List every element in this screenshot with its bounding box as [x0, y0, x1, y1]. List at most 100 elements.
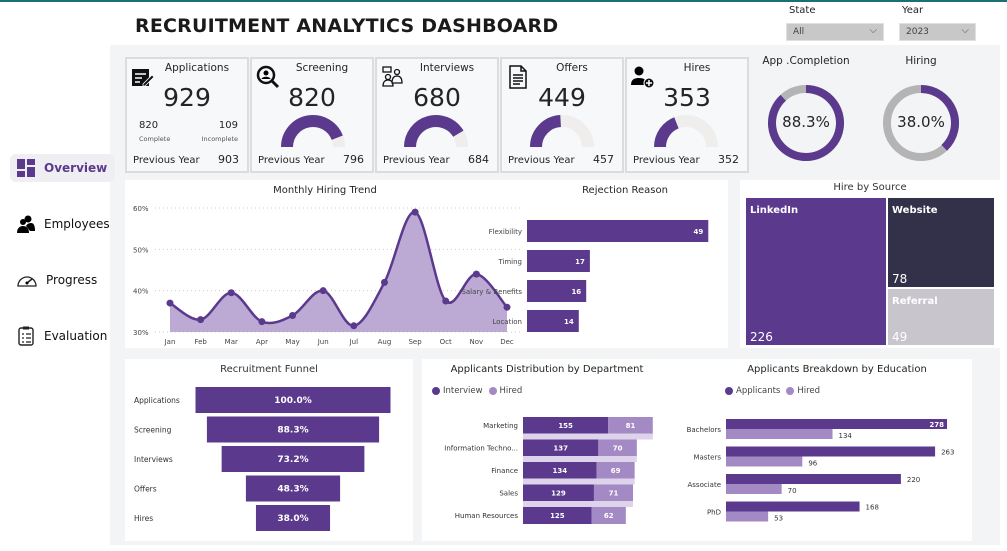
sidebar-item-label: Progress — [46, 273, 98, 287]
x-tick-label: Sep — [408, 338, 422, 346]
state-filter-select[interactable]: All ⌵ — [786, 23, 884, 41]
sidebar-item-overview[interactable]: Overview — [10, 154, 115, 182]
funnel-bar — [245, 475, 341, 502]
stage-label: Hires — [134, 514, 153, 523]
data-point-jul — [350, 322, 358, 330]
previous-year-label: Previous Year — [258, 155, 325, 166]
chart-title: Hire by Source — [833, 182, 907, 193]
x-tick-label: Jan — [164, 338, 176, 346]
rejection-bar — [527, 220, 709, 242]
kpi-card-screening: Screening 820 Previous Year 796 — [250, 57, 374, 173]
data-label: 134 — [839, 432, 853, 440]
complete-count: 820 — [139, 120, 159, 131]
page-title: RECRUITMENT ANALYTICS DASHBOARD — [135, 15, 559, 37]
category-label: Associate — [688, 481, 722, 489]
recruitment-funnel-panel: Recruitment Funnel Applications 100.0% Scr… — [125, 359, 413, 541]
data-label: 155 — [558, 422, 573, 430]
kpi-title: Screening — [295, 62, 349, 74]
previous-year-value: 903 — [218, 153, 239, 166]
legend-swatch — [786, 387, 795, 395]
dashboard-grid-icon — [17, 159, 35, 177]
donut-fill — [920, 85, 959, 151]
x-tick-label: Aug — [378, 338, 392, 346]
screening-gauge — [281, 115, 345, 148]
sidebar-item-employees[interactable]: Employees — [10, 210, 115, 238]
x-tick-label: Feb — [194, 338, 207, 346]
interview-icon — [382, 66, 403, 87]
state-value: All — [793, 27, 805, 37]
previous-year-value: 796 — [343, 153, 364, 166]
data-label: 38.0% — [277, 514, 308, 524]
legend-swatch — [725, 387, 733, 395]
hired-bar — [598, 439, 637, 457]
tile-value: 78 — [892, 272, 907, 286]
year-value: 2023 — [906, 27, 929, 37]
sidebar-item-evaluation[interactable]: Evaluation — [10, 322, 115, 350]
previous-year-value: 457 — [593, 153, 614, 166]
hired-bar — [726, 429, 833, 439]
category-label: Location — [492, 318, 522, 326]
x-tick-label: Dec — [500, 338, 514, 346]
previous-year-value: 684 — [468, 153, 489, 166]
chevron-down-icon: ⌵ — [961, 25, 969, 36]
previous-year-label: Previous Year — [633, 155, 700, 166]
chart-title: Applicants Distribution by Department — [450, 364, 644, 375]
funnel-bar — [206, 416, 380, 443]
rejection-bar — [527, 310, 579, 332]
interview-bar — [523, 462, 597, 479]
hired-bar — [726, 456, 803, 467]
category-label: Salary & Benefits — [461, 288, 522, 296]
data-point-jun — [319, 287, 327, 295]
data-label: 71 — [609, 490, 619, 498]
application-form-icon — [132, 69, 155, 87]
clipboard-checklist-icon — [18, 326, 34, 346]
data-label: 129 — [551, 490, 566, 498]
kpi-value: 680 — [413, 83, 461, 112]
hiring-donut — [883, 85, 959, 161]
kpi-title: Hires — [683, 62, 711, 74]
x-tick-label: Mar — [225, 338, 238, 346]
tile-value: 49 — [892, 330, 907, 344]
interviews-gauge — [404, 115, 468, 148]
trend-area — [170, 212, 507, 332]
x-tick-label: Jul — [349, 338, 359, 346]
trend-rejection-panel: Monthly Hiring Trend Rejection Reason 30… — [125, 180, 728, 348]
app-completion-title: App .Completion — [762, 55, 850, 67]
stage-label: Interviews — [134, 455, 173, 464]
category-label: Human Resources — [455, 512, 519, 520]
data-label: 16 — [571, 288, 581, 296]
previous-year-label: Previous Year — [133, 155, 200, 166]
data-label: 69 — [611, 467, 621, 475]
hired-bar — [593, 484, 633, 502]
y-tick-label: 30% — [133, 329, 149, 337]
education-legend: Applicants Hired — [725, 386, 820, 396]
stage-label: Applications — [134, 396, 180, 405]
data-label: 14 — [564, 318, 574, 326]
chart-title: Monthly Hiring Trend — [273, 185, 377, 196]
year-filter-select[interactable]: 2023 ⌵ — [899, 23, 976, 41]
funnel-bar — [221, 446, 365, 472]
treemap-tile-linkedin — [746, 198, 886, 345]
sidebar-item-progress[interactable]: Progress — [10, 266, 115, 294]
data-label: 263 — [941, 449, 954, 457]
data-label: 53 — [774, 515, 783, 523]
x-tick-label: Oct — [440, 338, 452, 346]
department-education-panel: Applicants Distribution by Department In… — [422, 359, 972, 541]
top-accent-line — [0, 0, 1007, 2]
interview-bar — [523, 507, 592, 524]
category-label: Bachelors — [687, 426, 722, 434]
funnel-bar — [195, 387, 391, 413]
chevron-down-icon: ⌵ — [869, 25, 877, 36]
gauge-fill — [530, 115, 562, 148]
hired-bar — [608, 417, 653, 434]
hires-gauge — [654, 115, 718, 148]
data-label: 278 — [929, 421, 944, 429]
data-label: 17 — [575, 258, 585, 266]
department-distribution-chart: Marketing 155 81 Information Techno... 137 70… — [444, 417, 954, 524]
data-point-apr — [258, 318, 266, 326]
data-point-oct — [442, 297, 450, 305]
users-icon — [17, 215, 35, 233]
sidebar-item-label: Employees — [44, 217, 110, 231]
year-filter-label: Year — [902, 5, 924, 16]
hired-bar — [596, 462, 635, 479]
